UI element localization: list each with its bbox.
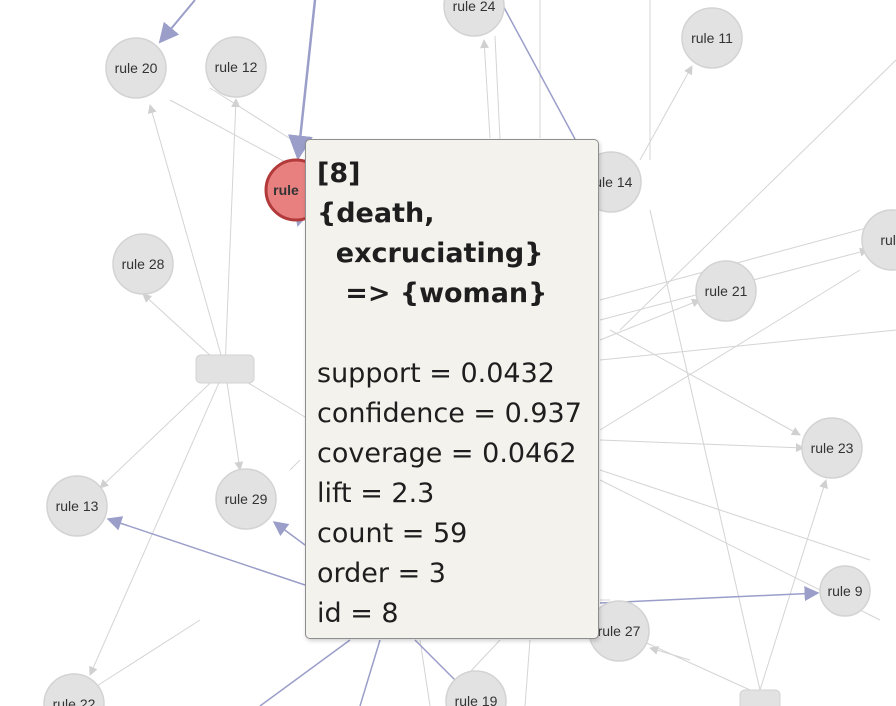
edge [599,469,871,561]
rule-node-label: rule 29 [225,491,268,507]
rule-node-circle [46,475,108,537]
graph-node-rule-19[interactable]: rule 19 [445,670,507,706]
rule-node-label: rule 14 [590,174,633,190]
edge [99,368,226,489]
edge [169,99,301,171]
edge [599,329,896,361]
tooltip-rule-id: [8] [317,158,361,189]
rule-node-circle [819,565,871,617]
rule-node-label: rule 12 [215,59,258,75]
tooltip-order: order = 3 [317,558,446,589]
highlighted-edge [287,0,317,161]
rule-node-circle [43,673,105,706]
rule-node-circle [801,417,863,479]
edge [209,87,301,146]
edge-layer [74,0,896,706]
edge [619,59,896,331]
edge [289,459,301,471]
edge [599,298,701,341]
rule-node-circle [445,670,507,706]
highlighted-edge [499,0,576,140]
highlighted-edge [272,521,306,546]
rule-node-label: rule 22 [53,696,96,706]
edge [224,368,244,471]
tooltip-spacer [317,314,588,354]
tooltip-id: id = 8 [317,598,399,629]
rule-node-label: rule 19 [455,693,498,706]
edge [759,479,828,691]
edge [480,39,491,139]
edge [599,269,861,431]
rule-node-label: rule 20 [115,60,158,76]
rule-node-label: rule [880,232,896,248]
tooltip-lift: lift = 2.3 [317,478,435,509]
highlighted-edge [359,639,381,706]
highlighted-edge [599,586,820,604]
rule-node-label: rule 24 [453,0,496,14]
edge [599,439,805,453]
graph-node-item-left[interactable] [195,354,255,384]
edge [147,104,226,370]
edge [639,639,751,691]
edge [639,65,693,161]
tooltip-lhs-line-1: {death, [317,198,435,229]
rule-node-circle [215,468,277,530]
edge [419,639,431,706]
rule-node-circle [205,36,267,98]
graph-node-rule-28[interactable]: rule 28 [112,233,174,295]
rule-node-circle [681,7,743,69]
edge [609,329,801,436]
rule-node-circle [695,260,757,322]
rule-node-label: rule 13 [56,498,99,514]
tooltip-coverage: coverage = 0.0462 [317,438,577,469]
tooltip-count: count = 59 [317,518,468,549]
tooltip-support: support = 0.0432 [317,358,555,389]
highlighted-edge [106,516,306,586]
tooltip-rhs: => {woman} [317,278,548,309]
item-node-shape [739,689,781,706]
graph-node-rule-22[interactable]: rule 22 [43,673,105,706]
highlighted-edge [259,639,351,706]
item-node-shape [195,354,255,384]
graph-node-rule-9[interactable]: rule 9 [819,565,871,617]
highlighted-edge [158,0,196,44]
rule-node-label: rule 28 [122,256,165,272]
graph-node-rule-13[interactable]: rule 13 [46,475,108,537]
rule-node-label: rule 9 [827,583,862,599]
edge [494,35,501,141]
edge [224,98,241,370]
rule-node-circle [443,0,505,37]
edge [599,219,896,301]
tooltip-confidence: confidence = 0.937 [317,398,582,429]
graph-node-item-bottom[interactable] [739,689,781,706]
graph-node-rule-24[interactable]: rule 24 [443,0,505,37]
graph-node-rule-21[interactable]: rule 21 [695,260,757,322]
graph-node-rule-29[interactable]: rule 29 [215,468,277,530]
tooltip-lhs-line-2: excruciating} [317,238,544,269]
highlighted-edge [414,639,456,681]
edge [649,209,761,691]
graph-node-rule-20[interactable]: rule 20 [105,37,167,99]
rule-node-label: rule [273,182,299,198]
graph-node-rule-23[interactable]: rule 23 [801,417,863,479]
graph-node-rule-right[interactable]: rule [861,209,896,271]
rule-node-circle [112,233,174,295]
rule-node-label: rule 11 [691,30,733,46]
edge [89,368,226,676]
rule-node-circle [105,37,167,99]
rule-node-circle [861,209,896,271]
rule-node-label: rule 21 [705,283,748,299]
edge [649,646,691,661]
graph-node-rule-11[interactable]: rule 11 [681,7,743,69]
rule-node-label: rule 27 [598,623,641,639]
edge [524,639,531,706]
rule-tooltip: [8] {death, excruciating} => {woman} sup… [305,139,599,639]
rule-node-label: rule 23 [811,440,854,456]
graph-node-rule-12[interactable]: rule 12 [205,36,267,98]
edge [469,639,501,673]
